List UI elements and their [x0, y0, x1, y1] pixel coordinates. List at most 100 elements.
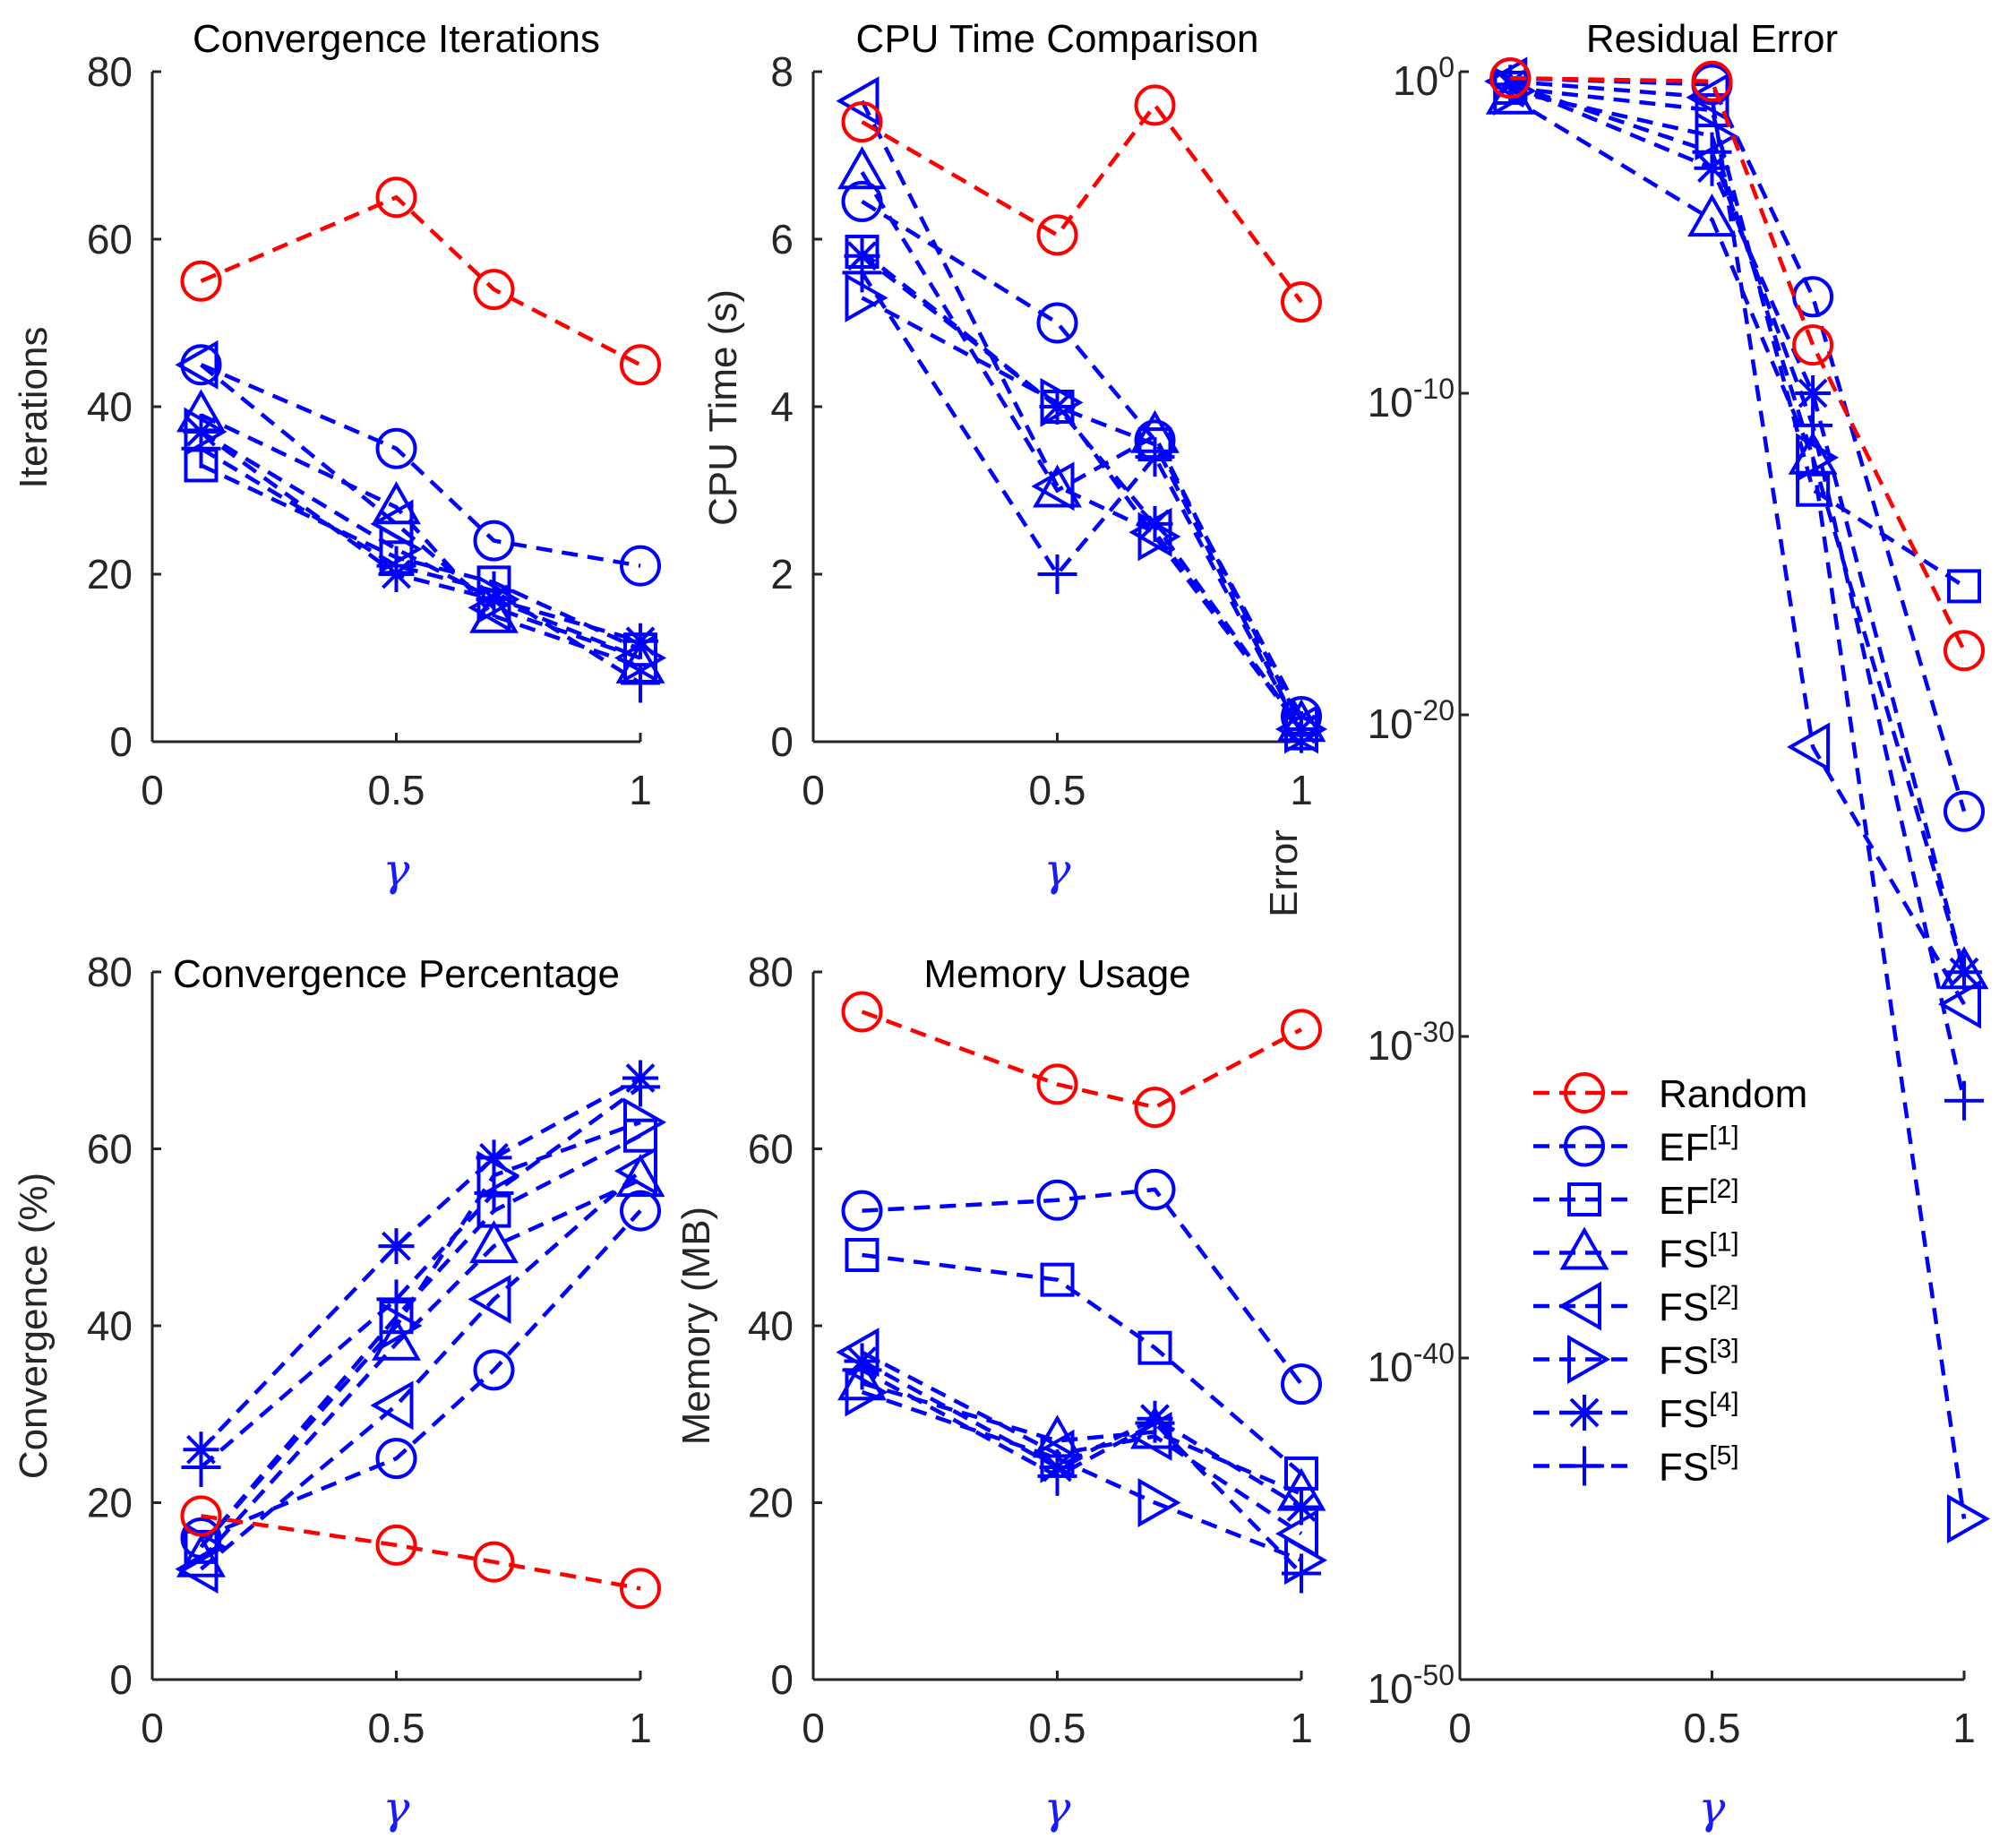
data-point-fs-4 [1137, 505, 1173, 542]
data-point-fs-2 [370, 1380, 414, 1431]
y-axis-label: Convergence (%) [12, 1173, 56, 1479]
legend-item-fs-3: FS[3] [1533, 1335, 1739, 1384]
series-line-fs-4 [861, 1359, 1303, 1509]
x-tick-label: 0.5 [1029, 767, 1086, 813]
data-point-fs-3 [1040, 377, 1084, 427]
x-axis-label: γ [1044, 1782, 1071, 1834]
panel-title: Memory Usage [923, 952, 1190, 996]
data-point-ef-1 [1281, 1363, 1322, 1405]
series-line-fs-3 [861, 296, 1303, 731]
y-tick-label: 100 [1393, 51, 1455, 104]
series-ef-1 [841, 1168, 1322, 1405]
legend-marker-square [1567, 1182, 1601, 1216]
data-point-ef-1 [1792, 276, 1834, 318]
legend-label: FS[1] [1659, 1228, 1739, 1276]
series-fs-5 [1490, 64, 1984, 1121]
data-point-fs-3 [476, 1150, 520, 1200]
data-point-fs-5 [621, 1067, 660, 1107]
data-point-random [1134, 1087, 1176, 1129]
x-axis-label: γ [1699, 1782, 1726, 1834]
y-tick-label: 0 [109, 1656, 133, 1703]
data-point-fs-1 [469, 1220, 519, 1264]
data-point-fs-2 [1686, 73, 1729, 123]
x-axis-label: γ [383, 844, 410, 896]
series-line-fs-5 [860, 271, 1303, 735]
series-random [180, 1495, 661, 1610]
x-axis-label: γ [383, 1782, 410, 1834]
x-axis-label: γ [1044, 844, 1071, 896]
legend: Random EF[1]EF[2] FS[1] FS[2] FS[3] FS[4] FS[5… [1533, 1072, 1807, 1490]
y-tick-label: 0 [770, 718, 794, 765]
series-line-ef-2 [862, 1252, 1303, 1475]
data-point-ef-1 [841, 1190, 883, 1232]
y-tick-label: 20 [748, 1480, 794, 1526]
data-point-ef-2 [845, 1238, 880, 1272]
data-point-fs-1 [837, 1357, 887, 1401]
data-point-fs-2 [175, 1544, 219, 1594]
data-point-ef-1 [473, 1349, 515, 1391]
series-line-fs-3 [1509, 89, 1967, 1519]
data-point-fs-5 [842, 1350, 882, 1390]
series-random [1489, 57, 1985, 672]
series-ef-1 [1489, 57, 1985, 832]
y-tick-label: 40 [87, 383, 133, 430]
data-point-random [375, 176, 417, 219]
legend-marker-plus [1565, 1446, 1604, 1486]
series-ef-2 [845, 235, 1318, 751]
x-tick-label: 0 [141, 1705, 164, 1751]
panel-title: CPU Time Comparison [856, 17, 1259, 61]
data-point-fs-3 [623, 1097, 667, 1147]
data-point-random [1036, 1063, 1078, 1105]
series-fs-1 [176, 389, 665, 683]
data-point-ef-1 [1036, 302, 1078, 344]
data-point-fs-5 [181, 428, 221, 468]
data-point-random [1134, 84, 1176, 126]
y-tick-label: 10-20 [1368, 694, 1455, 747]
series-fs-4 [844, 237, 1319, 747]
series-fs-4 [183, 414, 658, 659]
legend-label: EF[2] [1659, 1174, 1739, 1223]
series-fs-2 [175, 1146, 657, 1594]
series-ef-2 [845, 1238, 1318, 1491]
data-point-fs-1 [1687, 193, 1737, 237]
data-point-fs-2 [468, 1274, 511, 1324]
series-line-random [200, 194, 642, 367]
series-line-ef-2 [200, 463, 641, 652]
y-axis-label: Memory (MB) [674, 1207, 718, 1445]
legend-item-ef-1: EF[1] [1533, 1122, 1739, 1170]
series-line-fs-5 [861, 1368, 1303, 1576]
series-line-random [861, 1010, 1303, 1110]
data-point-random [841, 101, 883, 143]
data-point-fs-2 [614, 1146, 657, 1196]
legend-marker-asterisk [1566, 1395, 1602, 1431]
data-point-ef-1 [1036, 1179, 1078, 1221]
y-tick-label: 10-10 [1368, 373, 1455, 425]
legend-marker-triangle-up [1559, 1226, 1609, 1270]
panel-title: Convergence Percentage [173, 952, 620, 996]
y-axis-label: Error [1262, 829, 1306, 917]
x-tick-label: 0.5 [368, 1705, 425, 1751]
y-tick-label: 0 [109, 718, 133, 765]
legend-label: FS[3] [1659, 1335, 1739, 1383]
series-fs-2 [1484, 56, 1981, 1029]
legend-marker-circle [1564, 1125, 1605, 1167]
y-tick-label: 2 [770, 551, 794, 597]
data-point-fs-5 [1692, 132, 1732, 172]
series-random [180, 176, 661, 386]
data-point-fs-4 [622, 623, 658, 659]
y-tick-label: 6 [770, 216, 794, 262]
data-point-ef-1 [620, 1190, 661, 1232]
x-tick-label: 1 [629, 767, 652, 813]
y-axis-label: CPU Time (s) [701, 289, 745, 526]
x-tick-label: 1 [629, 1705, 652, 1751]
data-point-fs-1 [176, 1534, 226, 1577]
series-line-random [861, 101, 1303, 304]
series-fs-3 [845, 273, 1328, 754]
data-point-random [1281, 281, 1322, 323]
data-point-random [180, 260, 222, 302]
data-point-random [1489, 57, 1532, 99]
data-point-random [1691, 60, 1733, 102]
series-line-fs-5 [200, 446, 642, 685]
